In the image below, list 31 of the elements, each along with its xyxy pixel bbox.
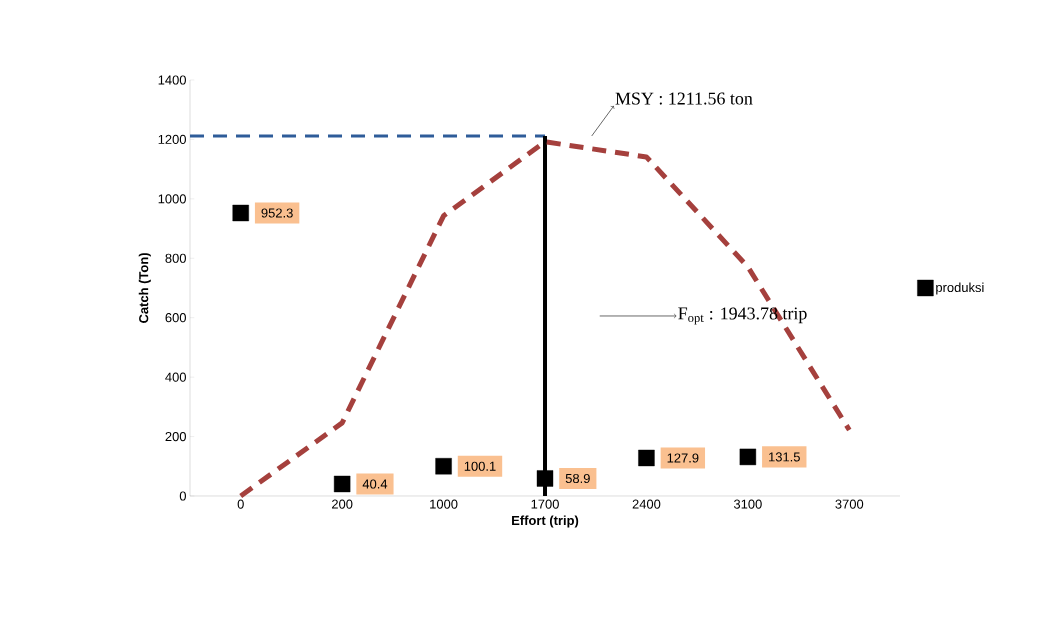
legend-label: produksi bbox=[936, 282, 984, 295]
x-tick-label: 3100 bbox=[733, 499, 762, 509]
x-tick-label: 3700 bbox=[835, 499, 864, 509]
y-tick-label: 600 bbox=[165, 313, 186, 323]
data-label: 952.3 bbox=[261, 208, 293, 218]
data-label: 131.5 bbox=[769, 452, 800, 462]
point bbox=[333, 475, 351, 493]
point bbox=[638, 449, 655, 467]
y-tick-label: 0 bbox=[179, 491, 186, 501]
point bbox=[232, 204, 249, 222]
data-label: 127.9 bbox=[667, 453, 699, 463]
x-tick-label: 1000 bbox=[430, 499, 458, 509]
data-label: 40.4 bbox=[362, 479, 388, 489]
point bbox=[536, 470, 554, 487]
data-label: 100.1 bbox=[464, 461, 496, 471]
point bbox=[435, 458, 452, 475]
point bbox=[739, 448, 757, 466]
y-axis-title: Catch (Ton) bbox=[138, 253, 151, 323]
x-axis-title: Effort (trip) bbox=[512, 515, 579, 528]
y-tick-label: 400 bbox=[165, 372, 186, 382]
annotation: MSY : 1211.56 ton bbox=[615, 92, 753, 105]
data-label: 58.9 bbox=[565, 473, 590, 484]
x-tick-label: 0 bbox=[237, 499, 244, 509]
y-tick-label: 1400 bbox=[158, 75, 186, 85]
x-tick-label: 1700 bbox=[531, 499, 559, 509]
x-tick-label: 2400 bbox=[632, 499, 661, 509]
y-tick-label: 1000 bbox=[158, 194, 186, 204]
y-tick-label: 1200 bbox=[158, 134, 186, 144]
x-tick-label: 200 bbox=[332, 499, 353, 509]
y-tick-label: 800 bbox=[165, 253, 186, 263]
y-tick-label: 200 bbox=[165, 431, 186, 442]
